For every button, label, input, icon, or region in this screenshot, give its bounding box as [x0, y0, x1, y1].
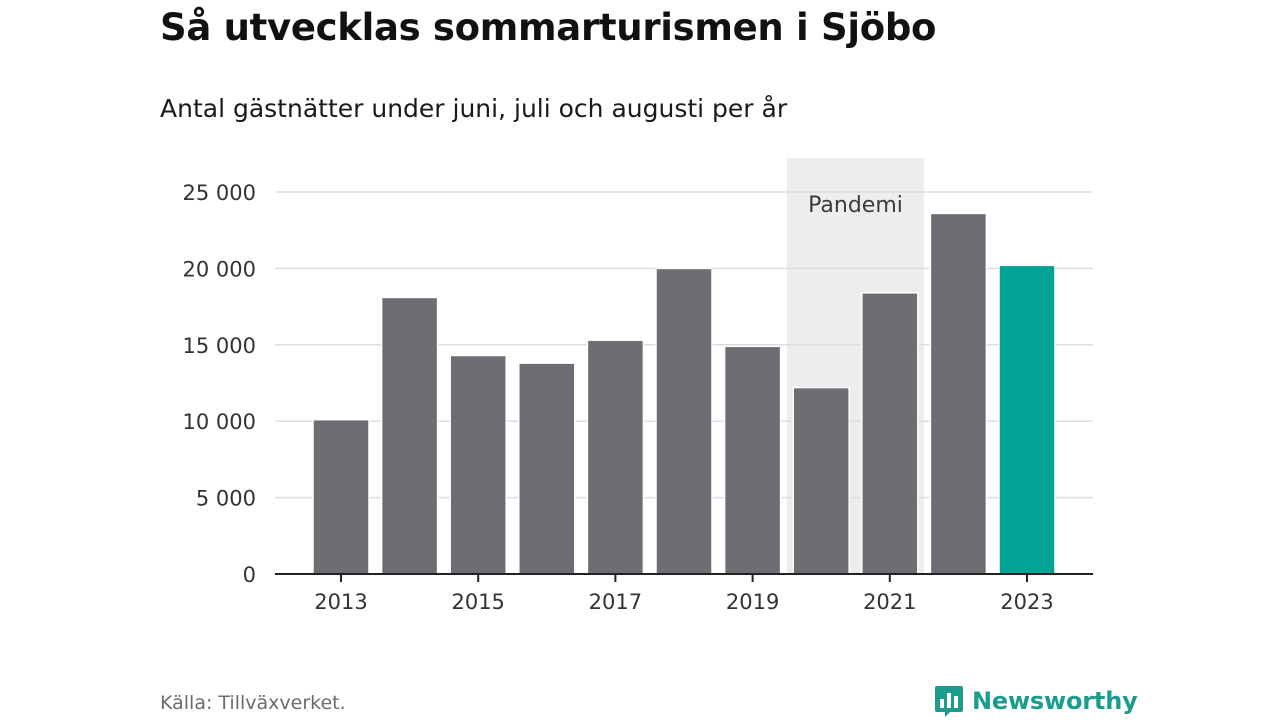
chart-title: Så utvecklas sommarturismen i Sjöbo: [160, 6, 937, 49]
bar-2014: [380, 296, 439, 575]
x-tick-label: 2013: [314, 590, 367, 614]
bar-2013: [312, 418, 370, 575]
bar-2017: [586, 339, 645, 575]
x-tick-label: 2019: [726, 590, 779, 614]
y-tick-label: 20 000: [183, 257, 256, 281]
x-tick-label: 2021: [863, 590, 916, 614]
bar-2015: [449, 354, 507, 575]
x-tick-label: 2017: [589, 590, 642, 614]
bar-2019: [723, 345, 782, 575]
newsworthy-logo-icon: [935, 686, 963, 717]
x-tick-label: 2023: [1000, 590, 1053, 614]
bar-chart: Pandemi 0 5 000 10 000 15 000 20 000 25 000 201…: [183, 158, 1093, 614]
bar-2021: [861, 292, 919, 575]
bar-2022: [929, 212, 988, 575]
bar-2016: [518, 362, 576, 575]
brand-logo: Newsworthy: [934, 684, 1138, 718]
x-tick-label: 2015: [451, 590, 504, 614]
brand-name: Newsworthy: [972, 687, 1138, 715]
y-tick-label: 0: [243, 563, 256, 587]
bar-2023: [998, 264, 1056, 575]
bar-2020: [792, 386, 850, 575]
pandemic-label: Pandemi: [808, 193, 903, 218]
y-tick-label: 10 000: [183, 410, 256, 434]
bar-2018: [655, 267, 713, 575]
y-tick-label: 15 000: [183, 334, 256, 358]
y-tick-label: 5 000: [196, 487, 256, 511]
chart-subtitle: Antal gästnätter under juni, juli och au…: [160, 94, 788, 123]
y-tick-label: 25 000: [183, 181, 256, 205]
source-note: Källa: Tillväxverket.: [160, 692, 346, 714]
